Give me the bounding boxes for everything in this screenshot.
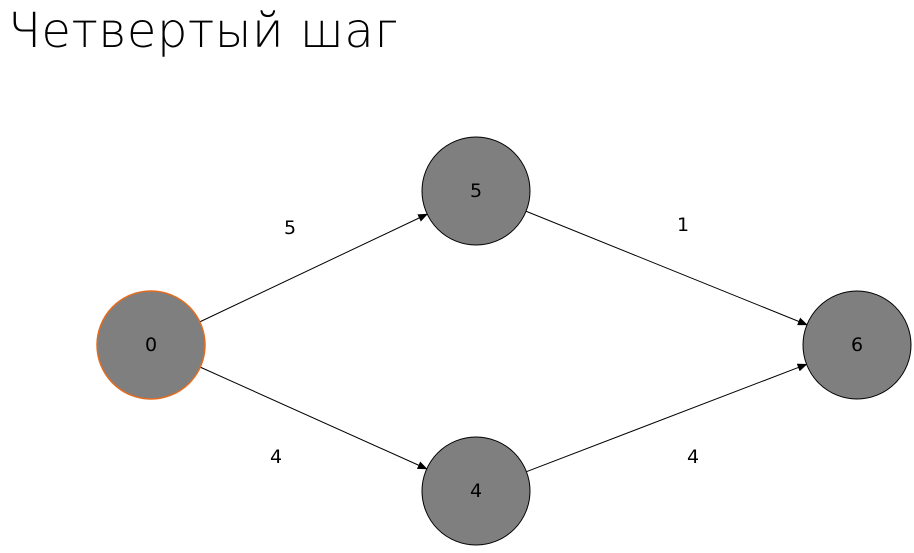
node-label: 5: [470, 180, 482, 202]
edge-e4-6: [526, 363, 808, 473]
node-label: 6: [851, 334, 863, 356]
node-label: 0: [145, 334, 157, 356]
edge-weight-label: 5: [284, 217, 296, 239]
edge-weight-label: 4: [687, 446, 699, 468]
graph-node-0: [96, 290, 206, 400]
edge-e0-5: [199, 213, 429, 323]
node-label: 4: [470, 480, 482, 502]
edge-weight-label: 1: [677, 214, 689, 236]
graph-node-4: [421, 436, 531, 546]
graph-node-6: [802, 290, 912, 400]
graph-node-5: [421, 136, 531, 246]
slide-title: Четвертый шаг: [8, 3, 399, 59]
edge-weight-label: 4: [270, 446, 282, 468]
edge-e5-6: [525, 210, 808, 326]
edge-e0-4: [200, 366, 428, 470]
